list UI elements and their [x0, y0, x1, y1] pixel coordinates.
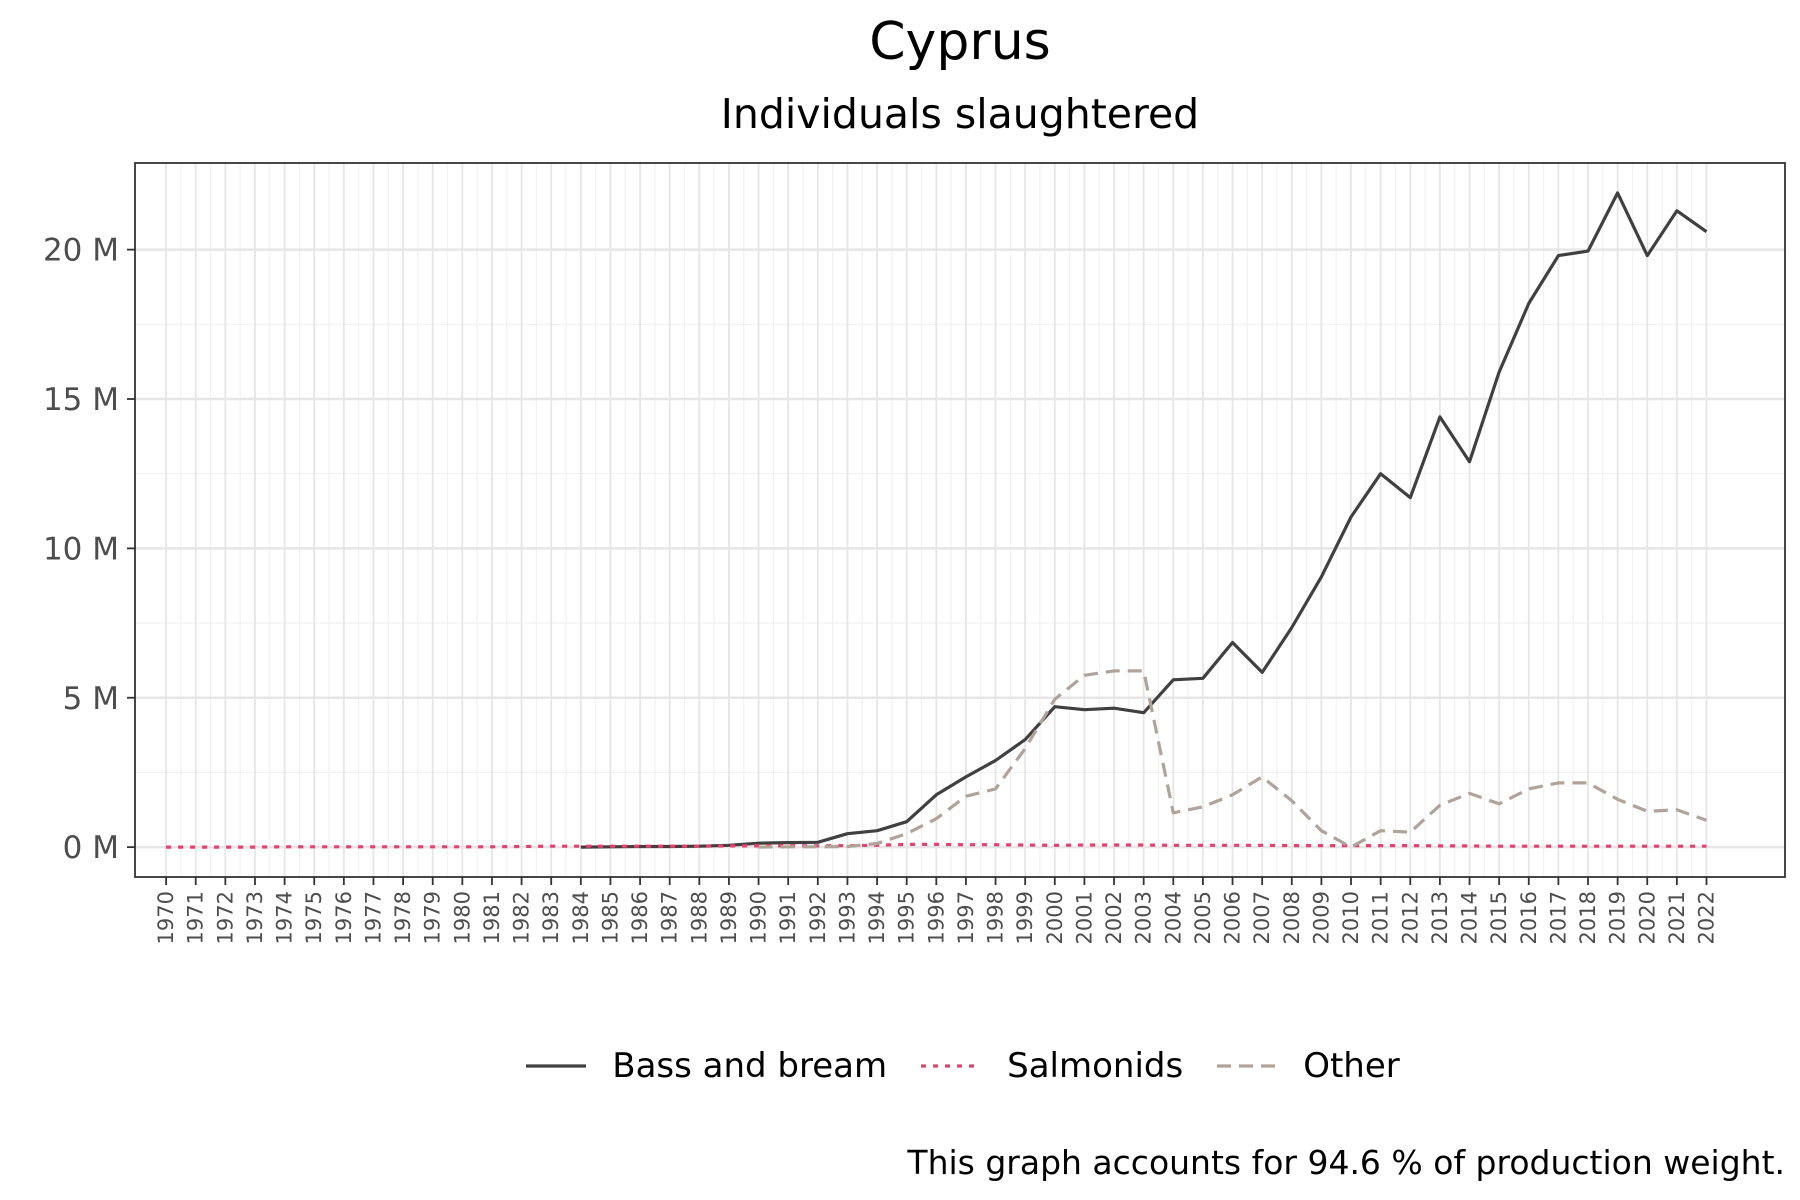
- x-tick-label: 1985: [598, 891, 622, 944]
- legend-label: Other: [1303, 1046, 1400, 1086]
- x-tick-label: 1998: [984, 891, 1008, 944]
- x-tick-label: 1983: [539, 891, 563, 944]
- x-tick-label: 1987: [658, 891, 682, 944]
- x-tick-label: 1980: [450, 891, 474, 944]
- x-tick-label: 1992: [806, 891, 830, 944]
- x-tick-label: 1990: [747, 891, 771, 944]
- x-tick-label: 2019: [1606, 891, 1630, 944]
- x-tick-label: 1996: [924, 891, 948, 944]
- x-tick-label: 1989: [717, 891, 741, 944]
- x-tick-label: 1974: [273, 891, 297, 944]
- x-tick-label: 2016: [1517, 891, 1541, 944]
- y-tick-label: 15 M: [43, 382, 119, 418]
- x-tick-label: 1982: [510, 891, 534, 944]
- plot-border: [134, 162, 1786, 878]
- legend-item-other: Other: [1211, 1046, 1400, 1086]
- x-tick-label: 1997: [954, 891, 978, 944]
- y-tick-label: 20 M: [43, 233, 119, 269]
- x-tick-label: 2012: [1398, 891, 1422, 944]
- series-line-salmonids: [166, 842, 1707, 849]
- x-tick-label: 1979: [421, 891, 445, 944]
- x-tick-label: 2017: [1546, 891, 1570, 944]
- legend-key: [526, 1064, 587, 1068]
- x-tick-label: 1994: [865, 891, 889, 944]
- chart-caption: This graph accounts for 94.6 % of produc…: [907, 1143, 1785, 1182]
- x-tick-label: 2014: [1458, 891, 1482, 944]
- plot-panel: [135, 163, 1785, 877]
- x-tick-label: 2000: [1043, 891, 1067, 944]
- x-tick-label: 2004: [1161, 891, 1185, 944]
- x-tick-label: 2002: [1102, 891, 1126, 944]
- x-tick-label: 1991: [776, 891, 800, 944]
- y-tick-label: 0 M: [63, 830, 119, 866]
- x-tick-label: 2009: [1309, 891, 1333, 944]
- x-tick-label: 2011: [1369, 891, 1393, 944]
- x-tick-label: 2003: [1132, 891, 1156, 944]
- x-tick-label: 2007: [1250, 891, 1274, 944]
- x-tick-label: 1999: [1013, 891, 1037, 944]
- x-tick-label: 1976: [332, 891, 356, 944]
- legend-label: Salmonids: [1007, 1046, 1184, 1086]
- x-tick-label: 2020: [1635, 891, 1659, 944]
- legend-key: [921, 1064, 982, 1068]
- x-tick-label: 1978: [391, 891, 415, 944]
- x-tick-label: 1971: [184, 891, 208, 944]
- x-tick-label: 1981: [480, 891, 504, 944]
- series-line-bass-and-bream: [580, 191, 1708, 849]
- x-tick-label: 2013: [1428, 891, 1452, 944]
- y-tick-label: 5 M: [63, 681, 119, 717]
- chart-title: Cyprus: [869, 12, 1051, 72]
- legend-label: Bass and bream: [612, 1046, 888, 1086]
- chart-subtitle: Individuals slaughtered: [720, 90, 1200, 138]
- legend-key: [1217, 1064, 1278, 1068]
- x-tick-label: 1975: [302, 891, 326, 944]
- x-tick-label: 2001: [1072, 891, 1096, 944]
- x-tick-label: 1970: [154, 891, 178, 944]
- x-tick-label: 2005: [1191, 891, 1215, 944]
- legend-item-bass-and-bream: Bass and bream: [520, 1046, 887, 1086]
- x-tick-label: 2010: [1339, 891, 1363, 944]
- x-tick-label: 1984: [569, 891, 593, 944]
- x-tick-label: 2022: [1694, 891, 1718, 944]
- x-tick-label: 2015: [1487, 891, 1511, 944]
- x-tick-label: 1986: [628, 891, 652, 944]
- legend-item-salmonids: Salmonids: [915, 1046, 1183, 1086]
- x-tick-label: 2008: [1280, 891, 1304, 944]
- x-tick-label: 2018: [1576, 891, 1600, 944]
- x-tick-label: 1995: [895, 891, 919, 944]
- y-tick-label: 10 M: [43, 531, 119, 567]
- x-tick-label: 2021: [1665, 891, 1689, 944]
- legend: Bass and bream Salmonids Other: [0, 1046, 1800, 1086]
- series-line-other: [758, 669, 1708, 849]
- x-tick-label: 1977: [361, 891, 385, 944]
- x-tick-label: 2006: [1221, 891, 1245, 944]
- x-tick-label: 1993: [835, 891, 859, 944]
- x-tick-label: 1972: [213, 891, 237, 944]
- x-tick-label: 1988: [687, 891, 711, 944]
- x-tick-label: 1973: [243, 891, 267, 944]
